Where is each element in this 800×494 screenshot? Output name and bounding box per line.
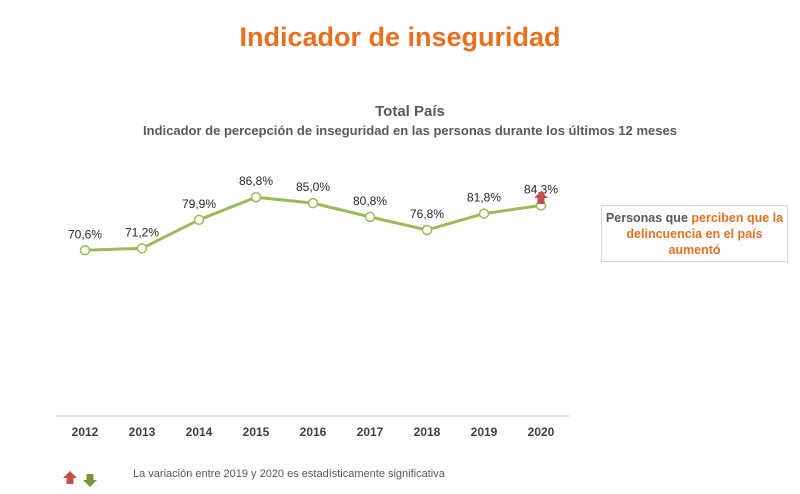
data-label: 85,0% [296, 180, 330, 194]
data-label: 70,6% [68, 227, 102, 241]
data-point [478, 208, 490, 219]
x-tick-label: 2012 [72, 425, 99, 439]
x-tick-label: 2015 [243, 425, 270, 439]
data-point [307, 197, 319, 209]
callout-highlight: perciben que la delincuencia en el país … [626, 211, 784, 257]
data-point [250, 191, 262, 203]
data-label: 79,9% [182, 197, 216, 211]
up-arrow-icon [534, 191, 548, 204]
x-tick-label: 2017 [357, 425, 384, 439]
data-label: 86,8% [239, 174, 273, 188]
x-tick-label: 2013 [129, 425, 156, 439]
data-label: 71,2% [125, 225, 159, 239]
callout-prefix: Personas que [605, 211, 692, 225]
data-point [193, 214, 205, 226]
data-point [136, 243, 148, 254]
footnote: La variación entre 2019 y 2020 es estadí… [133, 468, 445, 480]
data-label: 81,8% [467, 191, 501, 205]
chart-subtitle: Indicador de percepción de inseguridad e… [143, 123, 677, 138]
x-tick-label: 2018 [414, 425, 441, 439]
down-arrow-icon [83, 474, 97, 487]
x-tick-label: 2014 [186, 425, 213, 439]
data-point [364, 211, 376, 223]
page-title: Indicador de inseguridad [239, 22, 561, 52]
chart-title: Total País [375, 103, 445, 120]
data-label: 84,3% [524, 182, 558, 196]
data-label: 80,8% [353, 194, 387, 208]
data-label: 76,8% [410, 207, 444, 221]
x-tick-label: 2020 [528, 425, 555, 439]
x-tick-label: 2019 [471, 425, 498, 439]
up-arrow-icon [63, 471, 77, 484]
callout-box: Personas que perciben que la delincuenci… [601, 205, 788, 262]
data-point [421, 224, 433, 236]
data-point [79, 245, 91, 256]
x-tick-label: 2016 [300, 425, 327, 439]
